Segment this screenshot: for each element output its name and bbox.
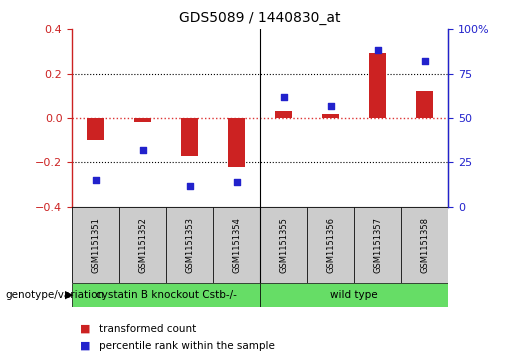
- Bar: [119, 207, 166, 283]
- Bar: [134, 118, 151, 122]
- Point: [280, 94, 288, 99]
- Text: ■: ■: [80, 340, 90, 351]
- Text: ▶: ▶: [65, 290, 74, 300]
- Point: [139, 147, 147, 153]
- Bar: [228, 118, 245, 167]
- Bar: [354, 207, 401, 283]
- Text: genotype/variation: genotype/variation: [5, 290, 104, 300]
- Bar: [213, 207, 260, 283]
- Point: [92, 177, 100, 183]
- Text: GSM1151357: GSM1151357: [373, 217, 382, 273]
- Text: GSM1151355: GSM1151355: [279, 217, 288, 273]
- Text: GSM1151358: GSM1151358: [420, 217, 429, 273]
- Point: [185, 183, 194, 188]
- Text: GSM1151351: GSM1151351: [91, 217, 100, 273]
- Point: [327, 103, 335, 109]
- Bar: [276, 111, 292, 118]
- Text: ■: ■: [80, 323, 90, 334]
- Bar: [72, 207, 119, 283]
- Text: GSM1151354: GSM1151354: [232, 217, 241, 273]
- Title: GDS5089 / 1440830_at: GDS5089 / 1440830_at: [179, 11, 341, 25]
- Bar: [181, 118, 198, 156]
- Text: percentile rank within the sample: percentile rank within the sample: [99, 340, 276, 351]
- Bar: [260, 207, 307, 283]
- Bar: [88, 118, 104, 140]
- Text: GSM1151353: GSM1151353: [185, 217, 194, 273]
- Text: wild type: wild type: [330, 290, 378, 300]
- Bar: [401, 207, 448, 283]
- Bar: [72, 283, 260, 307]
- Point: [232, 179, 241, 185]
- Text: GSM1151356: GSM1151356: [326, 217, 335, 273]
- Bar: [416, 91, 433, 118]
- Bar: [322, 114, 339, 118]
- Bar: [260, 283, 448, 307]
- Point: [420, 58, 428, 64]
- Text: transformed count: transformed count: [99, 323, 197, 334]
- Text: GSM1151352: GSM1151352: [138, 217, 147, 273]
- Bar: [307, 207, 354, 283]
- Text: cystatin B knockout Cstb-/-: cystatin B knockout Cstb-/-: [96, 290, 236, 300]
- Point: [373, 48, 382, 53]
- Bar: [369, 53, 386, 118]
- Bar: [166, 207, 213, 283]
